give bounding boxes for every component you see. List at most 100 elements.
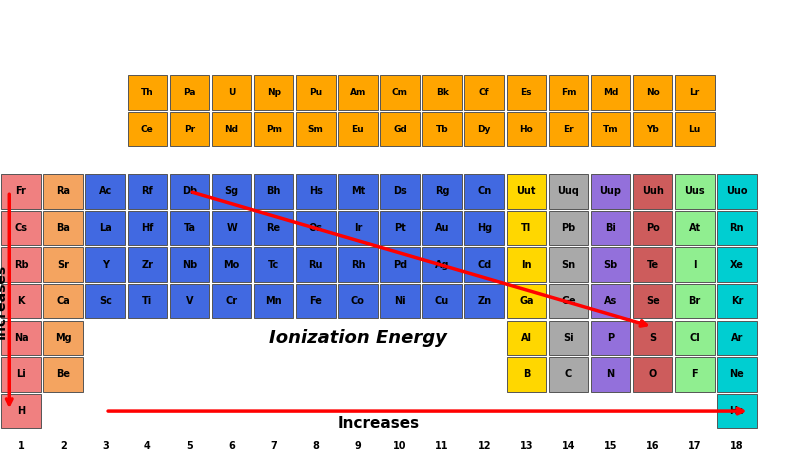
Text: Sb: Sb bbox=[603, 260, 618, 270]
FancyBboxPatch shape bbox=[633, 112, 673, 146]
FancyBboxPatch shape bbox=[590, 174, 630, 209]
Text: Fm: Fm bbox=[561, 88, 576, 97]
Text: Ti: Ti bbox=[142, 296, 153, 306]
Text: 13: 13 bbox=[519, 441, 533, 451]
FancyBboxPatch shape bbox=[465, 211, 504, 245]
Text: Uuo: Uuo bbox=[726, 186, 747, 196]
Text: Sm: Sm bbox=[308, 124, 324, 134]
Text: Ir: Ir bbox=[354, 223, 362, 233]
Text: Ce: Ce bbox=[141, 124, 154, 134]
Text: Uuh: Uuh bbox=[642, 186, 663, 196]
FancyBboxPatch shape bbox=[43, 174, 83, 209]
FancyBboxPatch shape bbox=[338, 211, 378, 245]
FancyBboxPatch shape bbox=[296, 211, 335, 245]
Text: W: W bbox=[226, 223, 237, 233]
FancyBboxPatch shape bbox=[170, 284, 210, 318]
FancyBboxPatch shape bbox=[170, 174, 210, 209]
Text: Nb: Nb bbox=[182, 260, 197, 270]
FancyBboxPatch shape bbox=[338, 112, 378, 146]
FancyBboxPatch shape bbox=[43, 357, 83, 391]
Text: V: V bbox=[186, 296, 194, 306]
Text: Sr: Sr bbox=[57, 260, 69, 270]
Text: C: C bbox=[565, 370, 572, 379]
FancyBboxPatch shape bbox=[422, 211, 462, 245]
Text: Si: Si bbox=[563, 333, 574, 343]
FancyBboxPatch shape bbox=[212, 112, 251, 146]
Text: 4: 4 bbox=[144, 441, 150, 451]
Text: H: H bbox=[17, 406, 25, 416]
FancyBboxPatch shape bbox=[506, 174, 546, 209]
FancyBboxPatch shape bbox=[86, 174, 125, 209]
Text: In: In bbox=[521, 260, 531, 270]
Text: Increases: Increases bbox=[338, 417, 420, 432]
FancyBboxPatch shape bbox=[422, 112, 462, 146]
Text: Be: Be bbox=[56, 370, 70, 379]
FancyBboxPatch shape bbox=[549, 211, 588, 245]
FancyBboxPatch shape bbox=[254, 211, 294, 245]
Text: Mn: Mn bbox=[266, 296, 282, 306]
Text: As: As bbox=[604, 296, 617, 306]
Text: Tl: Tl bbox=[521, 223, 531, 233]
FancyBboxPatch shape bbox=[506, 284, 546, 318]
FancyBboxPatch shape bbox=[296, 112, 335, 146]
FancyBboxPatch shape bbox=[422, 284, 462, 318]
Text: Ta: Ta bbox=[183, 223, 195, 233]
Text: 16: 16 bbox=[646, 441, 659, 451]
Text: Cd: Cd bbox=[477, 260, 491, 270]
Text: O: O bbox=[649, 370, 657, 379]
Text: Gd: Gd bbox=[393, 124, 407, 134]
Text: 8: 8 bbox=[312, 441, 319, 451]
Text: Ru: Ru bbox=[309, 260, 323, 270]
FancyBboxPatch shape bbox=[506, 112, 546, 146]
Text: Cu: Cu bbox=[435, 296, 450, 306]
FancyBboxPatch shape bbox=[717, 394, 757, 428]
Text: Sn: Sn bbox=[562, 260, 575, 270]
Text: 18: 18 bbox=[730, 441, 744, 451]
FancyBboxPatch shape bbox=[549, 75, 588, 110]
Text: Cn: Cn bbox=[477, 186, 491, 196]
FancyBboxPatch shape bbox=[590, 112, 630, 146]
Text: 9: 9 bbox=[354, 441, 362, 451]
Text: Pr: Pr bbox=[184, 124, 195, 134]
Text: Ds: Ds bbox=[393, 186, 407, 196]
FancyBboxPatch shape bbox=[675, 174, 714, 209]
FancyBboxPatch shape bbox=[338, 174, 378, 209]
FancyBboxPatch shape bbox=[170, 75, 210, 110]
FancyBboxPatch shape bbox=[675, 211, 714, 245]
FancyBboxPatch shape bbox=[2, 357, 41, 391]
FancyBboxPatch shape bbox=[86, 284, 125, 318]
FancyBboxPatch shape bbox=[2, 284, 41, 318]
Text: At: At bbox=[689, 223, 701, 233]
Text: Rb: Rb bbox=[14, 260, 28, 270]
FancyBboxPatch shape bbox=[296, 174, 335, 209]
FancyBboxPatch shape bbox=[338, 75, 378, 110]
Text: Es: Es bbox=[521, 88, 532, 97]
FancyBboxPatch shape bbox=[465, 112, 504, 146]
Text: Xe: Xe bbox=[730, 260, 744, 270]
FancyBboxPatch shape bbox=[465, 284, 504, 318]
FancyBboxPatch shape bbox=[127, 112, 167, 146]
Text: Cl: Cl bbox=[690, 333, 700, 343]
FancyBboxPatch shape bbox=[633, 247, 673, 282]
FancyBboxPatch shape bbox=[296, 75, 335, 110]
Text: Re: Re bbox=[266, 223, 281, 233]
Text: Ge: Ge bbox=[561, 296, 576, 306]
Text: Er: Er bbox=[563, 124, 574, 134]
Text: 1: 1 bbox=[18, 441, 25, 451]
Text: Fr: Fr bbox=[16, 186, 26, 196]
FancyBboxPatch shape bbox=[717, 247, 757, 282]
FancyBboxPatch shape bbox=[43, 247, 83, 282]
Text: N: N bbox=[606, 370, 614, 379]
Text: He: He bbox=[730, 406, 744, 416]
Text: 10: 10 bbox=[394, 441, 406, 451]
Text: Ac: Ac bbox=[98, 186, 112, 196]
FancyBboxPatch shape bbox=[296, 247, 335, 282]
Text: Zn: Zn bbox=[477, 296, 491, 306]
Text: Md: Md bbox=[603, 88, 618, 97]
Text: Al: Al bbox=[521, 333, 532, 343]
FancyBboxPatch shape bbox=[127, 174, 167, 209]
Text: 17: 17 bbox=[688, 441, 702, 451]
Text: Pt: Pt bbox=[394, 223, 406, 233]
FancyBboxPatch shape bbox=[127, 284, 167, 318]
Text: Rf: Rf bbox=[142, 186, 154, 196]
